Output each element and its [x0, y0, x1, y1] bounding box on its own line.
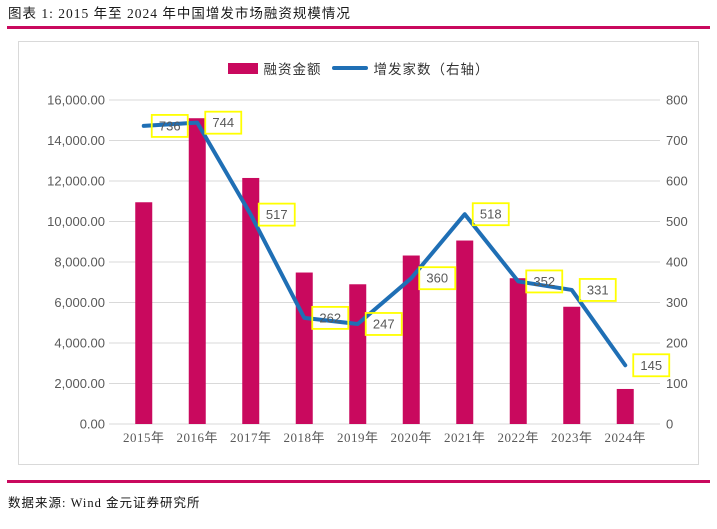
- bar-2017: [242, 177, 260, 424]
- x-label-2018: 2018年: [283, 430, 325, 445]
- chart-legend: 融资金额 增发家数（右轴）: [19, 42, 698, 80]
- bar-2020: [402, 255, 420, 424]
- right-axis-tick: 0: [666, 417, 673, 432]
- chart-panel: 融资金额 增发家数（右轴） 0.00 2,000.00 4,000.00 6,000.…: [18, 41, 699, 465]
- x-label-2017: 2017年: [230, 430, 272, 445]
- bar-2021: [456, 240, 474, 424]
- bar-2018: [295, 272, 313, 424]
- left-axis-tick: 16,000.00: [47, 93, 105, 108]
- data-label-box-2016: [204, 110, 243, 135]
- figure-title: 图表 1: 2015 年至 2024 年中国增发市场融资规模情况: [8, 6, 351, 21]
- data-label-2016: 744: [212, 115, 234, 130]
- data-label-2017: 517: [266, 207, 288, 222]
- bar-2023: [563, 306, 581, 424]
- data-label-box-2015: [150, 114, 189, 138]
- x-label-2016: 2016年: [176, 430, 218, 445]
- right-axis-tick: 600: [666, 174, 688, 189]
- data-label-box-2024: [632, 353, 671, 378]
- right-axis-tick: 700: [666, 133, 688, 148]
- data-label-2015: 736: [159, 118, 181, 133]
- data-label-box-2019: [364, 312, 403, 336]
- bar-2022: [509, 278, 527, 424]
- data-label-2023: 331: [587, 282, 609, 297]
- data-label-2024: 145: [640, 358, 662, 373]
- line-swatch-icon: [331, 66, 368, 70]
- left-axis-tick: 10,000.00: [47, 214, 105, 229]
- data-label-box-2022: [525, 269, 564, 294]
- data-label-box-2018: [311, 305, 350, 330]
- legend-item-line: 增发家数（右轴）: [322, 58, 490, 78]
- data-label-box-2017: [257, 202, 296, 227]
- data-label-box-2021: [471, 202, 510, 227]
- data-label-2020: 360: [426, 271, 448, 286]
- bar-2016: [188, 118, 206, 424]
- line-series: [141, 120, 628, 368]
- top-divider: [7, 26, 710, 29]
- right-axis-tick: 100: [666, 376, 688, 391]
- bar-2015: [135, 202, 153, 424]
- left-axis-tick: 8,000.00: [54, 255, 105, 270]
- left-axis-tick: 6,000.00: [54, 295, 105, 310]
- left-axis-tick: 2,000.00: [54, 376, 105, 391]
- bar-swatch-icon: [227, 62, 258, 74]
- legend-item-bar: 融资金额: [227, 58, 322, 78]
- data-source: 数据来源: Wind 金元证券研究所: [8, 496, 201, 510]
- left-axis-tick: 0.00: [80, 417, 105, 432]
- x-label-2020: 2020年: [390, 430, 432, 445]
- data-label-box-2023: [578, 278, 617, 302]
- left-axis-tick: 4,000.00: [54, 336, 105, 351]
- x-label-2023: 2023年: [551, 430, 593, 445]
- bar-2024: [616, 388, 634, 424]
- left-axis-tick: 14,000.00: [47, 133, 105, 148]
- combo-chart: 0.00 2,000.00 4,000.00 6,000.00 8,000.00 10,0…: [47, 93, 688, 446]
- data-label-2022: 352: [533, 274, 555, 289]
- legend-label-line: 增发家数（右轴）: [373, 62, 490, 77]
- x-label-2024: 2024年: [604, 430, 646, 445]
- data-label-2021: 518: [480, 207, 502, 222]
- legend-label-bar: 融资金额: [263, 62, 322, 77]
- left-axis-tick: 12,000.00: [47, 174, 105, 189]
- right-axis-tick: 300: [666, 295, 688, 310]
- right-axis-tick: 500: [666, 214, 688, 229]
- report-page: 图表 1: 2015 年至 2024 年中国增发市场融资规模情况 融资金额 增发…: [7, 6, 710, 510]
- x-label-2022: 2022年: [497, 430, 539, 445]
- data-label-2018: 262: [319, 310, 341, 325]
- x-label-2019: 2019年: [337, 430, 379, 445]
- right-axis-tick: 400: [666, 255, 688, 270]
- data-label-2019: 247: [373, 316, 395, 331]
- right-axis-tick: 200: [666, 336, 688, 351]
- right-axis-tick: 800: [666, 93, 688, 108]
- bar-2019: [349, 284, 367, 424]
- bottom-divider: [7, 480, 710, 483]
- x-label-2015: 2015年: [123, 430, 165, 445]
- data-label-box-2020: [418, 266, 457, 291]
- x-label-2021: 2021年: [444, 430, 486, 445]
